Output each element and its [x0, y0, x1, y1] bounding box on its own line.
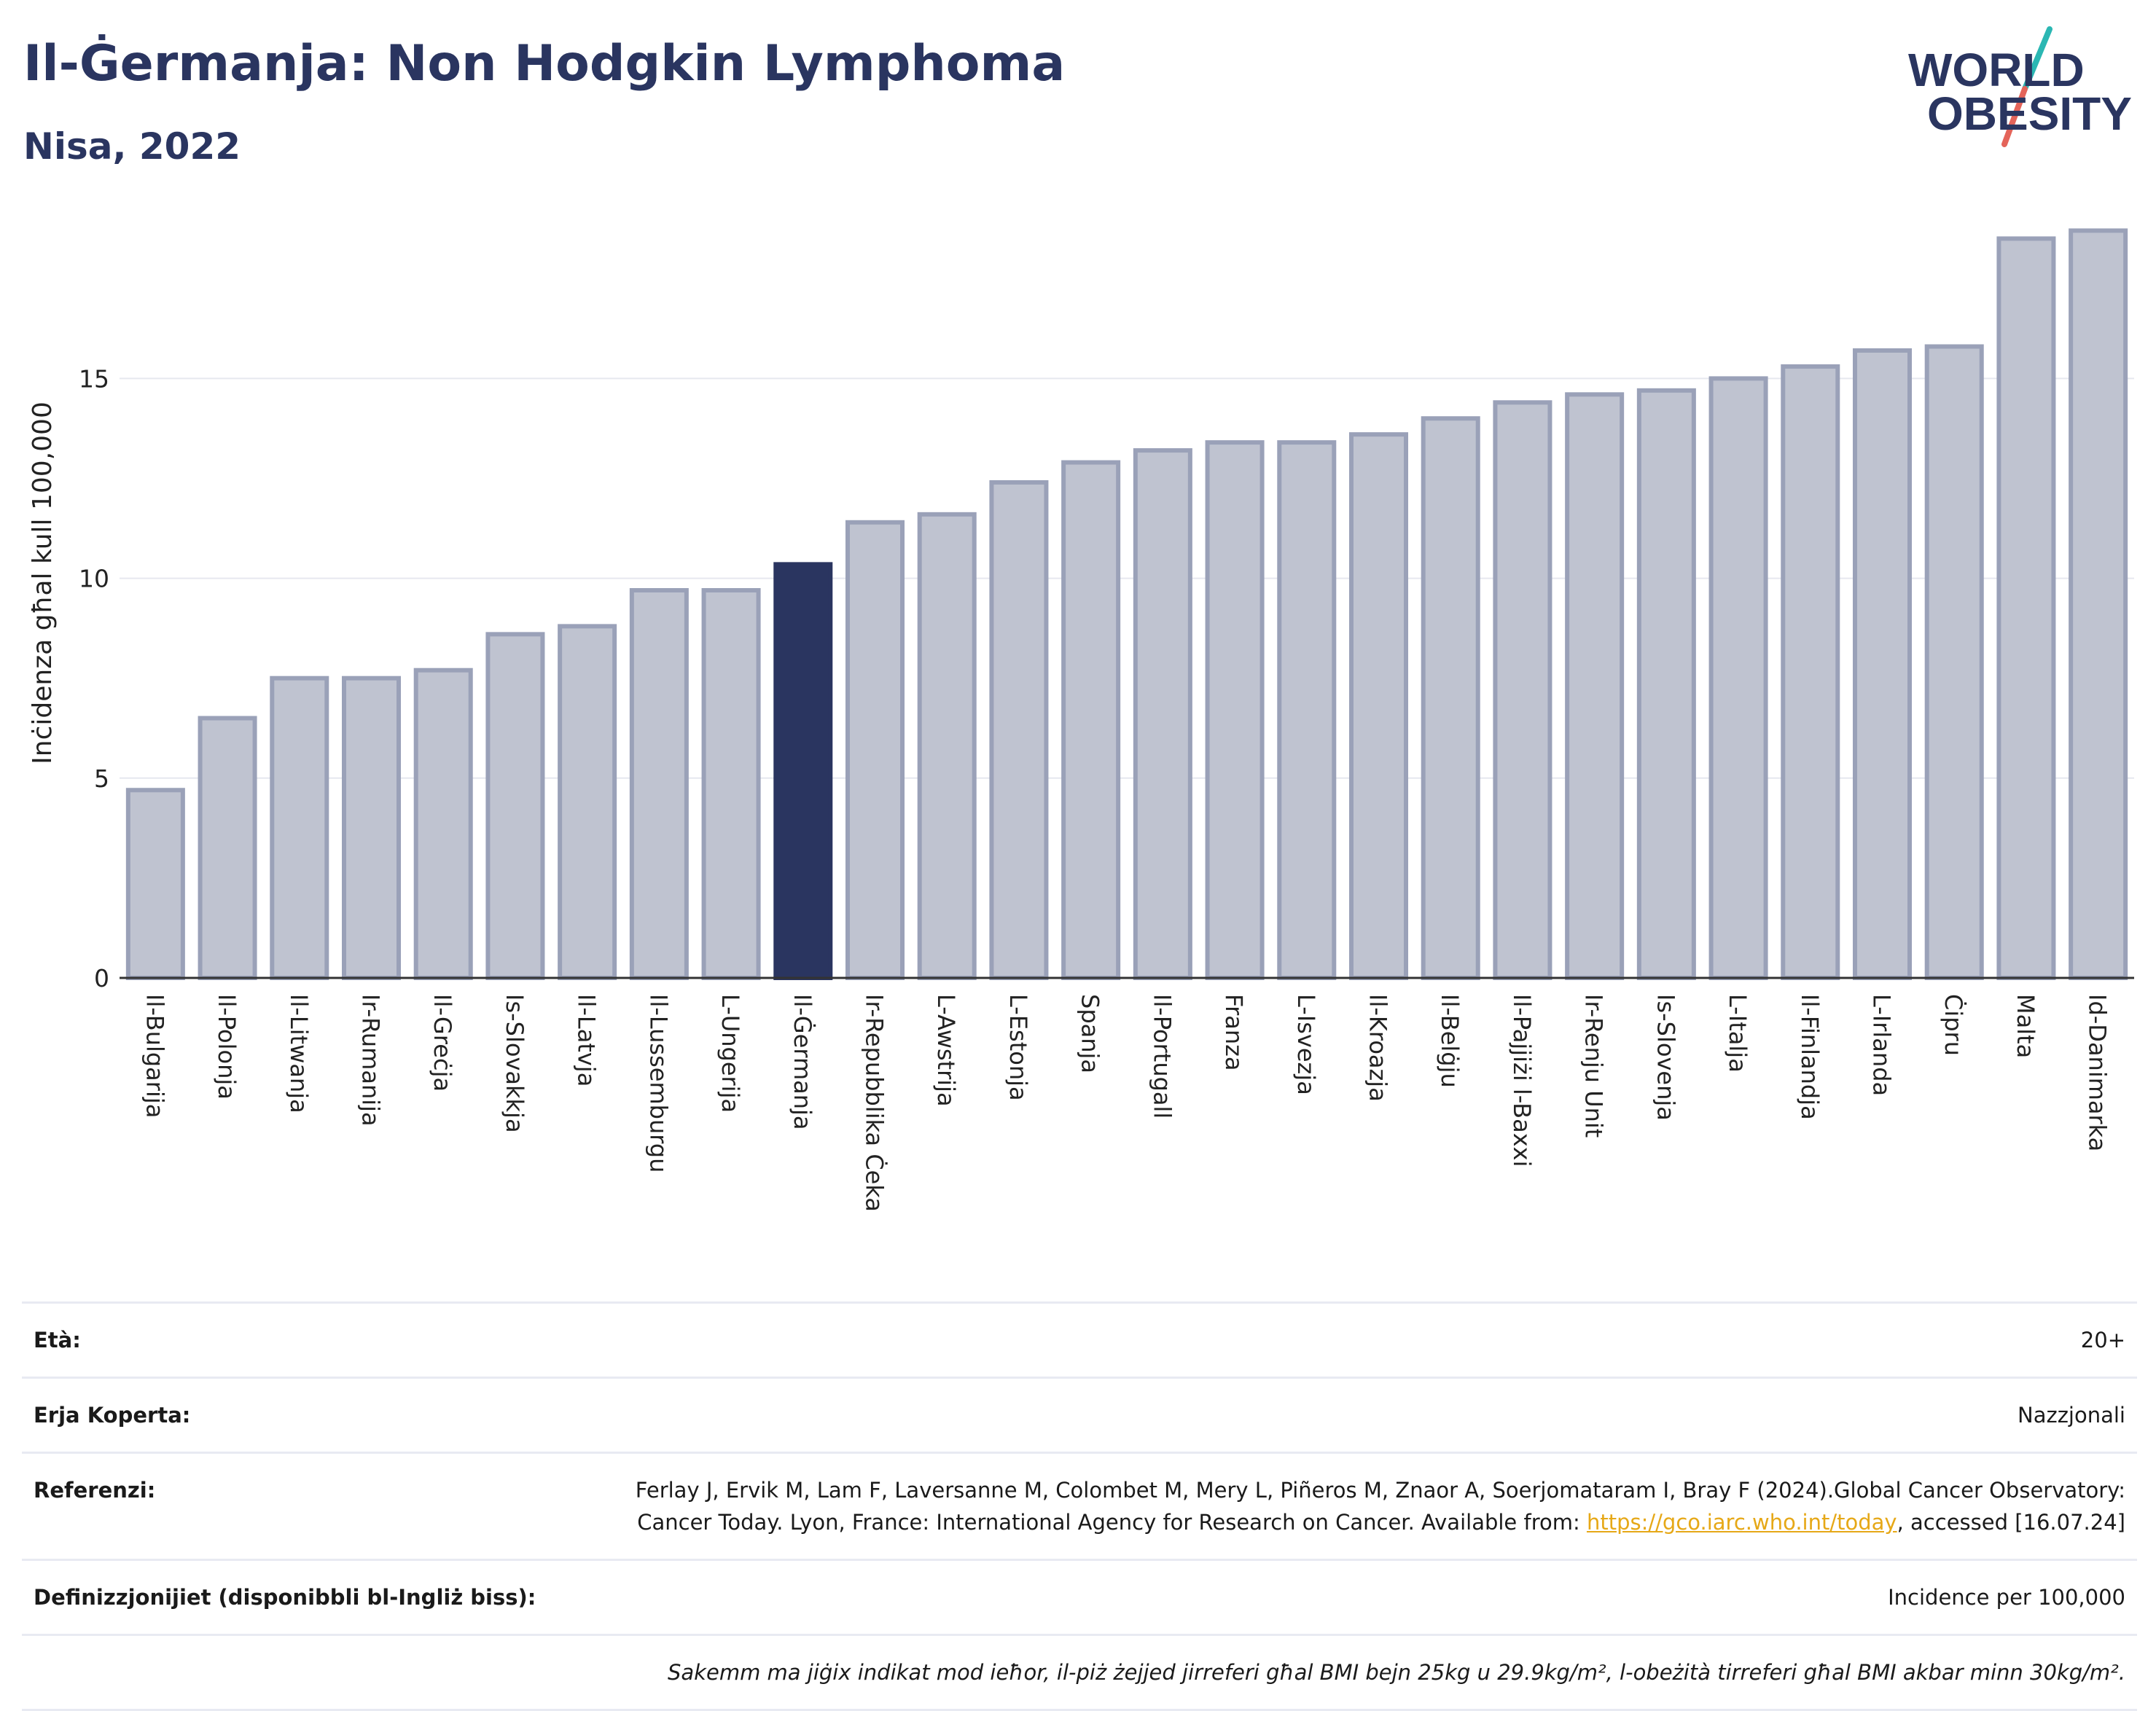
x-tick-label: Il-Greċja [429, 994, 456, 1092]
info-row-coverage: Erja Koperta: Nazzjonali [22, 1377, 2137, 1453]
y-tick-labels: 0 5 10 15 [79, 364, 109, 992]
x-tick-labels: Il-Bulgarija Il-Polonja Il-Litwanja Ir-Ruma… [141, 994, 2111, 1212]
x-tick-label: L-Awstrija [932, 994, 960, 1107]
bar-5 [485, 632, 545, 981]
x-tick-label: Il-Portugall [1148, 994, 1176, 1119]
x-tick-label: L-Estonja [1004, 994, 1032, 1101]
footnote: Sakemm ma jiġix indikat mod ieħor, il-pi… [22, 1634, 2137, 1711]
x-tick-label: Il-Litwanja [285, 994, 313, 1113]
x-tick-label: Il-Lussemburgu [644, 994, 672, 1172]
x-tick-label: L-Irlanda [1868, 994, 1896, 1096]
bar-3 [341, 676, 402, 980]
bar-chart: 0 5 10 15 Il-Bulgarija Il-Polonja Il-Litwanja… [28, 228, 2134, 1212]
bar-16 [1277, 440, 1337, 980]
chart-subtitle: Nisa, 2022 [23, 125, 241, 168]
bar-2 [270, 676, 329, 980]
x-tick-label: Ir-Renju Unit [1580, 994, 1608, 1138]
x-tick-label: Is-Slovakkja [501, 994, 528, 1133]
bar-9 [773, 562, 833, 980]
y-tick-label: 10 [79, 565, 109, 593]
x-tick-label: Il-Finlandja [1796, 994, 1824, 1120]
logo-word-obesity: OBESITY [1927, 87, 2132, 140]
bar-12 [989, 479, 1049, 980]
bar-18 [1421, 416, 1480, 980]
x-tick-label: Il-Pajjiżi l-Baxxi [1508, 994, 1536, 1167]
bar-10 [845, 520, 905, 980]
bar-15 [1205, 440, 1265, 980]
bar-24 [1852, 348, 1913, 980]
x-tick-label: Il-Kroazja [1364, 994, 1392, 1102]
references-link[interactable]: https://gco.iarc.who.int/today [1586, 1510, 1897, 1535]
logo-slash-red [2001, 86, 2028, 147]
age-label: Età: [22, 1301, 548, 1378]
info-row-age: Età: 20+ [22, 1301, 2137, 1378]
bar-17 [1348, 432, 1409, 980]
coverage-value: Nazzjonali [547, 1377, 2137, 1453]
y-tick-label: 0 [94, 964, 109, 992]
bar-6 [558, 624, 617, 980]
chart-title: Il-Ġermanja: Non Hodgkin Lymphoma [23, 35, 1066, 93]
references-accessed: , accessed [16.07.24] [1897, 1510, 2125, 1535]
x-tick-label: Il-Latvja [573, 994, 601, 1086]
bar-25 [1924, 344, 1984, 980]
bar-1 [198, 716, 257, 980]
bar-19 [1493, 400, 1552, 980]
bar-7 [629, 588, 689, 980]
references-text: Ferlay J, Ervik M, Lam F, Laversanne M, … [635, 1478, 2125, 1535]
info-table: Età: 20+ Erja Koperta: Nazzjonali Refere… [22, 1301, 2137, 1711]
x-tick-label: Id-Danimarka [2084, 994, 2112, 1151]
bar-27 [2069, 228, 2128, 980]
references-label: Referenzi: [22, 1452, 548, 1560]
x-tick-label: Ir-Repubblika Ċeka [861, 994, 888, 1212]
bar-20 [1565, 392, 1625, 980]
bar-8 [701, 588, 761, 980]
bars [125, 228, 2128, 981]
x-tick-label: L-Italja [1724, 994, 1751, 1073]
references-value: Ferlay J, Ervik M, Lam F, Laversanne M, … [547, 1452, 2137, 1560]
bar-4 [413, 667, 473, 980]
bar-0 [125, 788, 185, 980]
logo-slash-teal [2022, 26, 2053, 92]
bar-26 [1996, 236, 2056, 980]
info-row-note: Sakemm ma jiġix indikat mod ieħor, il-pi… [22, 1634, 2137, 1711]
y-axis-label: Inċidenza għal kull 100,000 [28, 402, 58, 764]
age-value: 20+ [547, 1301, 2137, 1378]
info-row-references: Referenzi: Ferlay J, Ervik M, Lam F, Lav… [22, 1452, 2137, 1560]
x-tick-label: Il-Ġermanja [789, 994, 816, 1130]
bar-22 [1708, 376, 1768, 980]
x-tick-label: Ir-Rumanija [357, 994, 385, 1127]
logo-word-world: WORLD [1908, 44, 2085, 96]
x-tick-label: Il-Polonja [213, 994, 241, 1100]
coverage-label: Erja Koperta: [22, 1377, 548, 1453]
x-tick-label: Spanja [1077, 994, 1104, 1073]
x-tick-label: Il-Belġju [1436, 994, 1464, 1088]
y-tick-label: 15 [79, 364, 109, 393]
x-tick-label: Is-Slovenja [1652, 994, 1679, 1121]
bar-11 [917, 512, 977, 980]
bar-21 [1636, 388, 1696, 980]
world-obesity-logo: WORLD OBESITY [1908, 26, 2132, 147]
y-tick-label: 5 [94, 764, 109, 793]
x-tick-label: Franza [1220, 994, 1248, 1071]
definitions-value: Incidence per 100,000 [547, 1559, 2137, 1635]
x-tick-label: Ċipru [1940, 994, 1967, 1056]
bar-13 [1061, 460, 1121, 980]
definitions-label: Definizzjonijiet (disponibbli bl-Ingliż … [22, 1559, 548, 1635]
x-tick-label: Malta [2012, 994, 2039, 1058]
info-row-definitions: Definizzjonijiet (disponibbli bl-Ingliż … [22, 1559, 2137, 1635]
bar-23 [1781, 364, 1840, 981]
bar-14 [1133, 448, 1192, 980]
x-tick-label: L-Ungerija [716, 994, 744, 1113]
x-tick-label: Il-Bulgarija [141, 994, 168, 1118]
x-tick-label: L-Isvezja [1292, 994, 1320, 1095]
